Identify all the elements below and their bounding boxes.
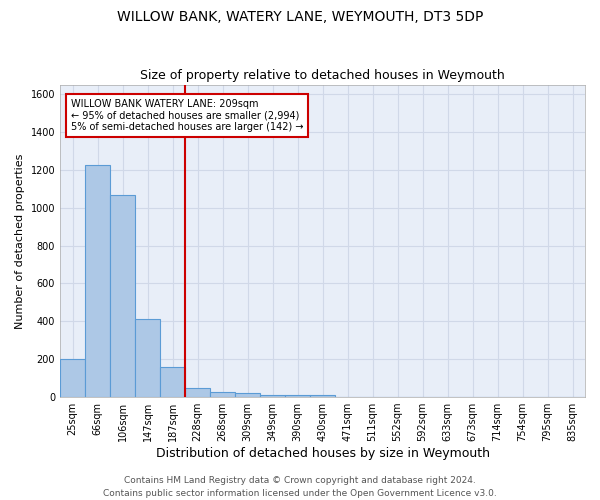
Bar	[235, 394, 260, 397]
X-axis label: Distribution of detached houses by size in Weymouth: Distribution of detached houses by size …	[155, 447, 490, 460]
Text: WILLOW BANK WATERY LANE: 209sqm
← 95% of detached houses are smaller (2,994)
5% : WILLOW BANK WATERY LANE: 209sqm ← 95% of…	[71, 98, 303, 132]
Bar	[310, 395, 335, 397]
Bar	[160, 367, 185, 397]
Bar	[110, 196, 135, 397]
Bar	[285, 395, 310, 397]
Bar	[260, 395, 285, 397]
Bar	[185, 388, 210, 397]
Title: Size of property relative to detached houses in Weymouth: Size of property relative to detached ho…	[140, 69, 505, 82]
Y-axis label: Number of detached properties: Number of detached properties	[15, 153, 25, 328]
Bar	[135, 320, 160, 397]
Text: Contains HM Land Registry data © Crown copyright and database right 2024.
Contai: Contains HM Land Registry data © Crown c…	[103, 476, 497, 498]
Bar	[85, 165, 110, 397]
Bar	[60, 359, 85, 397]
Text: WILLOW BANK, WATERY LANE, WEYMOUTH, DT3 5DP: WILLOW BANK, WATERY LANE, WEYMOUTH, DT3 …	[117, 10, 483, 24]
Bar	[210, 392, 235, 397]
